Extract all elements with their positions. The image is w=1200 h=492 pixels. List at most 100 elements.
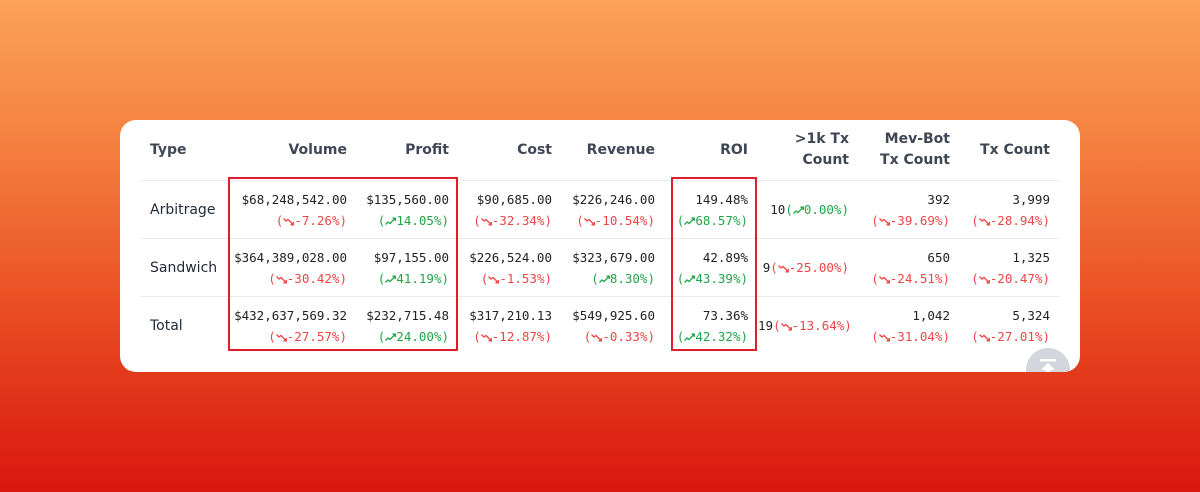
change-percent: -7.26%	[294, 212, 340, 228]
trend-up-icon	[385, 213, 397, 228]
trend-up-icon	[385, 329, 397, 344]
change-percent: -24.51%	[889, 270, 943, 286]
cell-change: (24.00%)	[377, 328, 449, 344]
cell-value: 19	[758, 318, 774, 333]
cell-value: $97,155.00	[373, 249, 449, 265]
change-percent: -32.34%	[491, 212, 545, 228]
trend-down-icon	[583, 213, 595, 228]
cell-change: (-30.42%)	[268, 270, 347, 286]
trend-up-icon	[684, 213, 696, 228]
header-cost[interactable]: Cost	[459, 120, 562, 181]
header-mev-line2: Tx Count	[880, 152, 950, 168]
trend-up-icon	[385, 271, 397, 286]
cell-value: 650	[927, 249, 950, 265]
cell-change: (42.32%)	[676, 328, 748, 344]
cell-tx1k: 9(-25.00%)	[758, 238, 859, 297]
trend-down-icon	[780, 318, 792, 333]
change-percent: 42.32%	[695, 328, 741, 344]
cell-value: 392	[927, 191, 950, 207]
cell-volume: $364,389,028.00 (-30.42%)	[222, 238, 357, 297]
trend-down-icon	[978, 329, 990, 344]
cell-value: 1,042	[912, 307, 950, 323]
change-percent: 41.19%	[396, 270, 442, 286]
cell-value: $432,637,569.32	[234, 307, 347, 323]
change-percent: 8.30%	[609, 270, 648, 286]
cell-roi: 42.89% (43.39%)	[665, 238, 758, 297]
cell-change: (-10.54%)	[576, 212, 655, 228]
header-1k-tx-count-line1: >1k Tx	[794, 131, 849, 147]
cell-roi: 149.48% (68.57%)	[665, 180, 758, 239]
cell-cost: $90,685.00 (-32.34%)	[459, 180, 562, 239]
cell-change: (0.00%)	[785, 202, 849, 217]
header-1k-tx-count[interactable]: >1k Tx Count	[758, 120, 859, 181]
cell-value: 42.89%	[702, 249, 748, 265]
cell-change: (-7.26%)	[275, 212, 347, 228]
cell-value: 10	[770, 202, 786, 217]
change-percent: -25.00%	[788, 260, 842, 275]
cell-txcount: 5,324 (-27.01%)	[960, 297, 1060, 355]
header-type[interactable]: Type	[140, 120, 222, 181]
cell-revenue: $226,246.00 (-10.54%)	[562, 180, 665, 239]
cell-value: 1,325	[1012, 249, 1050, 265]
cell-change: (-24.51%)	[871, 270, 950, 286]
cell-revenue: $323,679.00 (8.30%)	[562, 238, 665, 297]
change-percent: -28.94%	[989, 212, 1043, 228]
change-percent: -39.69%	[889, 212, 943, 228]
cell-value: 73.36%	[702, 307, 748, 323]
header-volume[interactable]: Volume	[222, 120, 357, 181]
cell-value: $317,210.13	[469, 307, 552, 323]
cell-value: $226,246.00	[572, 191, 655, 207]
change-percent: -27.57%	[286, 328, 340, 344]
change-percent: -0.33%	[602, 328, 648, 344]
cell-value: $68,248,542.00	[241, 191, 347, 207]
cell-change: (68.57%)	[676, 212, 748, 228]
trend-down-icon	[488, 271, 500, 286]
change-percent: -10.54%	[594, 212, 648, 228]
cell-volume: $68,248,542.00 (-7.26%)	[222, 180, 357, 239]
cell-change: (-28.94%)	[971, 212, 1050, 228]
header-mev-bot-tx-count[interactable]: Mev-Bot Tx Count	[859, 120, 960, 181]
change-percent: -13.64%	[791, 318, 845, 333]
cell-mev: 1,042 (-31.04%)	[859, 297, 960, 355]
cell-value: 149.48%	[695, 191, 748, 207]
header-profit[interactable]: Profit	[357, 120, 459, 181]
trend-down-icon	[480, 213, 492, 228]
trend-down-icon	[591, 329, 603, 344]
cell-change: (-27.01%)	[971, 328, 1050, 344]
trend-up-icon	[684, 329, 696, 344]
scroll-to-top-icon	[1040, 359, 1056, 372]
cell-tx1k: 19(-13.64%)	[758, 297, 859, 355]
header-mev-line1: Mev-Bot	[884, 131, 950, 147]
change-percent: 43.39%	[695, 270, 741, 286]
row-type-label: Arbitrage	[140, 180, 222, 239]
cell-txcount: 3,999 (-28.94%)	[960, 180, 1060, 239]
cell-roi: 73.36% (42.32%)	[665, 297, 758, 355]
header-revenue[interactable]: Revenue	[562, 120, 665, 181]
mev-stats-table: Type Volume Profit Cost Revenue ROI >1k …	[140, 120, 1060, 354]
cell-change: (-13.64%)	[773, 318, 852, 333]
change-percent: -12.87%	[491, 328, 545, 344]
trend-up-icon	[792, 202, 804, 217]
table-row: Arbitrage $68,248,542.00 (-7.26%) $135,560.…	[140, 180, 1060, 239]
cell-change: (8.30%)	[591, 270, 655, 286]
cell-txcount: 1,325 (-20.47%)	[960, 238, 1060, 297]
change-percent: 68.57%	[695, 212, 741, 228]
cell-value: 3,999	[1012, 191, 1050, 207]
trend-down-icon	[275, 271, 287, 286]
trend-down-icon	[878, 213, 890, 228]
change-percent: -1.53%	[499, 270, 545, 286]
cell-value: $323,679.00	[572, 249, 655, 265]
header-tx-count[interactable]: Tx Count	[960, 120, 1060, 181]
cell-tx1k: 10(0.00%)	[758, 180, 859, 239]
trend-up-icon	[598, 271, 610, 286]
cell-mev: 650 (-24.51%)	[859, 238, 960, 297]
header-1k-tx-count-line2: Count	[802, 152, 849, 168]
trend-up-icon	[684, 271, 696, 286]
trend-down-icon	[978, 213, 990, 228]
cell-change: (-25.00%)	[770, 260, 849, 275]
cell-change: (-12.87%)	[473, 328, 552, 344]
cell-value: $549,925.60	[572, 307, 655, 323]
cell-change: (-32.34%)	[473, 212, 552, 228]
cell-change: (14.05%)	[377, 212, 449, 228]
header-roi[interactable]: ROI	[665, 120, 758, 181]
